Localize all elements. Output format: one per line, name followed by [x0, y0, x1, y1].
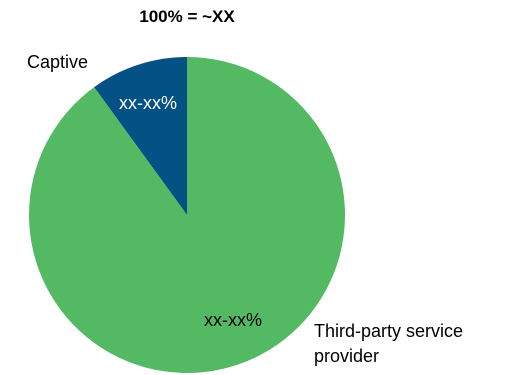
slice-value-labels: xx-xx% xx-xx%: [119, 93, 262, 330]
slice-category-label: Third-party service provider: [314, 321, 463, 366]
pie-slice-third-party: [28, 57, 345, 373]
slice-category-labels: Captive Third-party service provider: [27, 52, 463, 366]
pie-slices: [28, 57, 345, 373]
slice-category-label: Captive: [27, 52, 88, 72]
slice-value-label: xx-xx%: [204, 310, 262, 330]
slice-value-label: xx-xx%: [119, 93, 177, 113]
chart-title: 100% = ~XX: [139, 7, 235, 26]
pie-slice-captive: [94, 57, 187, 215]
